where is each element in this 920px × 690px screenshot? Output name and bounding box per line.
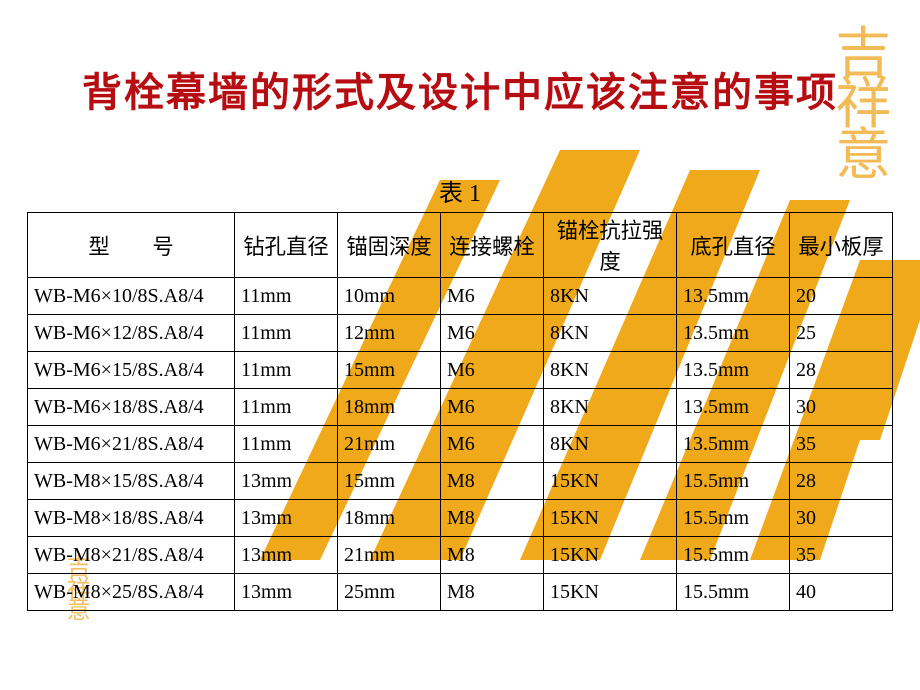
table-cell: 15mm bbox=[338, 352, 441, 389]
table-row: WB-M8×15/8S.A8/413mm15mmM815KN15.5mm28 bbox=[28, 463, 893, 500]
table-cell: 21mm bbox=[338, 537, 441, 574]
table-cell: WB-M8×15/8S.A8/4 bbox=[28, 463, 235, 500]
table-cell: M6 bbox=[441, 352, 544, 389]
table-cell: 28 bbox=[790, 463, 893, 500]
table-cell: 35 bbox=[790, 426, 893, 463]
table-cell: 15.5mm bbox=[677, 574, 790, 611]
table-cell: 13.5mm bbox=[677, 315, 790, 352]
table-row: WB-M6×21/8S.A8/411mm21mmM68KN13.5mm35 bbox=[28, 426, 893, 463]
table-cell: 25 bbox=[790, 315, 893, 352]
table-row: WB-M6×15/8S.A8/411mm15mmM68KN13.5mm28 bbox=[28, 352, 893, 389]
table-cell: 11mm bbox=[235, 352, 338, 389]
table-row: WB-M6×10/8S.A8/411mm10mmM68KN13.5mm20 bbox=[28, 278, 893, 315]
table-cell: 35 bbox=[790, 537, 893, 574]
table-cell: 13mm bbox=[235, 463, 338, 500]
table-cell: 10mm bbox=[338, 278, 441, 315]
table-cell: 12mm bbox=[338, 315, 441, 352]
table-cell: 8KN bbox=[544, 389, 677, 426]
table-cell: 30 bbox=[790, 500, 893, 537]
table-cell: 8KN bbox=[544, 278, 677, 315]
table-cell: WB-M6×15/8S.A8/4 bbox=[28, 352, 235, 389]
table-cell: 11mm bbox=[235, 389, 338, 426]
table-cell: 8KN bbox=[544, 315, 677, 352]
table-cell: WB-M6×10/8S.A8/4 bbox=[28, 278, 235, 315]
table-cell: 15KN bbox=[544, 463, 677, 500]
col-header: 钻孔直径 bbox=[235, 213, 338, 278]
table-cell: 11mm bbox=[235, 426, 338, 463]
table-cell: 13.5mm bbox=[677, 352, 790, 389]
table-cell: WB-M6×18/8S.A8/4 bbox=[28, 389, 235, 426]
table-cell: 8KN bbox=[544, 352, 677, 389]
table-caption: 表 1 bbox=[0, 173, 920, 208]
table-cell: M8 bbox=[441, 537, 544, 574]
page-title: 背栓幕墙的形式及设计中应该注意的事项 bbox=[0, 0, 920, 118]
table-cell: 28 bbox=[790, 352, 893, 389]
col-header: 连接螺栓 bbox=[441, 213, 544, 278]
col-header: 锚栓抗拉强度 bbox=[544, 213, 677, 278]
table-cell: WB-M8×25/8S.A8/4 bbox=[28, 574, 235, 611]
table-cell: WB-M6×21/8S.A8/4 bbox=[28, 426, 235, 463]
table-row: WB-M6×18/8S.A8/411mm18mmM68KN13.5mm30 bbox=[28, 389, 893, 426]
table-cell: 18mm bbox=[338, 389, 441, 426]
table-cell: M6 bbox=[441, 278, 544, 315]
table-cell: 8KN bbox=[544, 426, 677, 463]
table-cell: M6 bbox=[441, 315, 544, 352]
table-cell: 25mm bbox=[338, 574, 441, 611]
table-cell: 15KN bbox=[544, 574, 677, 611]
table-cell: 15.5mm bbox=[677, 463, 790, 500]
table-cell: 15.5mm bbox=[677, 500, 790, 537]
table-cell: 13mm bbox=[235, 500, 338, 537]
table-cell: 11mm bbox=[235, 278, 338, 315]
col-header: 最小板厚 bbox=[790, 213, 893, 278]
table-cell: M6 bbox=[441, 389, 544, 426]
table-cell: WB-M8×18/8S.A8/4 bbox=[28, 500, 235, 537]
table-cell: 20 bbox=[790, 278, 893, 315]
table-cell: WB-M8×21/8S.A8/4 bbox=[28, 537, 235, 574]
table-cell: M8 bbox=[441, 574, 544, 611]
table-cell: 13.5mm bbox=[677, 278, 790, 315]
col-header: 型 号 bbox=[28, 213, 235, 278]
table-cell: 21mm bbox=[338, 426, 441, 463]
table-row: WB-M8×25/8S.A8/413mm25mmM815KN15.5mm40 bbox=[28, 574, 893, 611]
table-cell: M8 bbox=[441, 463, 544, 500]
table-cell: M6 bbox=[441, 426, 544, 463]
table-cell: 40 bbox=[790, 574, 893, 611]
table-cell: 13.5mm bbox=[677, 426, 790, 463]
spec-table: 型 号钻孔直径锚固深度连接螺栓锚栓抗拉强度底孔直径最小板厚 WB-M6×10/8… bbox=[27, 212, 893, 611]
table-cell: 15KN bbox=[544, 500, 677, 537]
table-cell: 15mm bbox=[338, 463, 441, 500]
table-cell: M8 bbox=[441, 500, 544, 537]
table-row: WB-M8×18/8S.A8/413mm18mmM815KN15.5mm30 bbox=[28, 500, 893, 537]
table-cell: 15KN bbox=[544, 537, 677, 574]
col-header: 底孔直径 bbox=[677, 213, 790, 278]
table-cell: WB-M6×12/8S.A8/4 bbox=[28, 315, 235, 352]
table-cell: 13.5mm bbox=[677, 389, 790, 426]
table-row: WB-M6×12/8S.A8/411mm12mmM68KN13.5mm25 bbox=[28, 315, 893, 352]
table-cell: 30 bbox=[790, 389, 893, 426]
table-cell: 13mm bbox=[235, 574, 338, 611]
col-header: 锚固深度 bbox=[338, 213, 441, 278]
table-cell: 13mm bbox=[235, 537, 338, 574]
table-cell: 18mm bbox=[338, 500, 441, 537]
table-row: WB-M8×21/8S.A8/413mm21mmM815KN15.5mm35 bbox=[28, 537, 893, 574]
table-cell: 11mm bbox=[235, 315, 338, 352]
table-cell: 15.5mm bbox=[677, 537, 790, 574]
